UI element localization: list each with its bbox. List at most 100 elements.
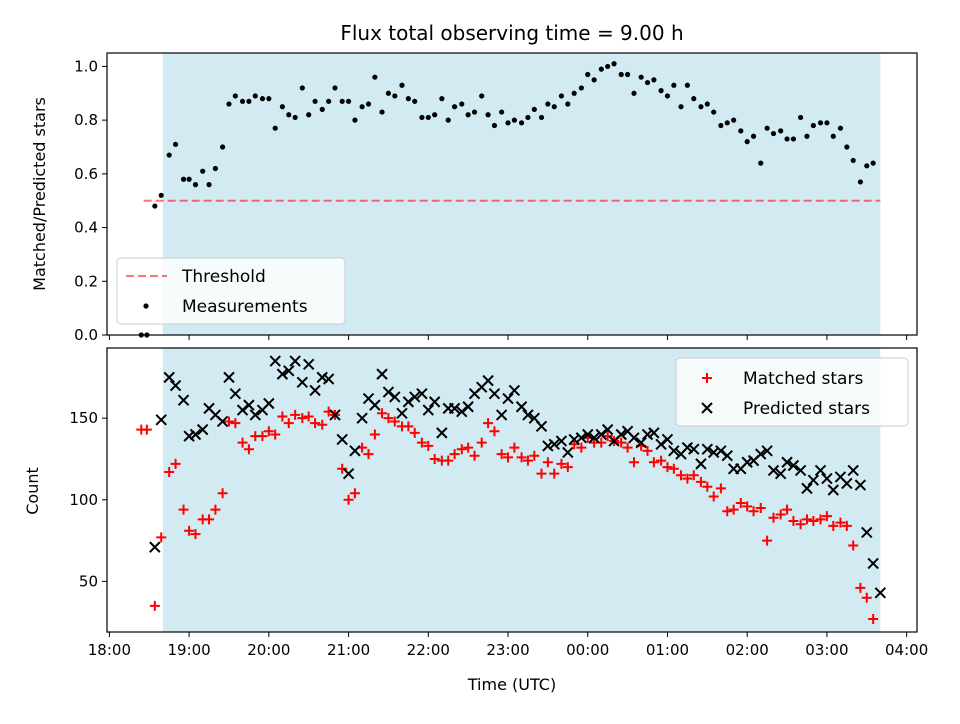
matched-star-point [416, 437, 427, 448]
measurement-point [332, 85, 338, 91]
matched-star-point [149, 600, 160, 611]
predicted-star-point [342, 467, 355, 480]
axes-frame [106, 347, 918, 633]
matched-star-point [310, 418, 321, 429]
y-tick-label: 0.6 [74, 165, 98, 183]
matched-star-point [656, 455, 667, 466]
measurement-point [158, 192, 164, 198]
predicted-star-point [329, 409, 341, 421]
matched-star-point [383, 413, 394, 424]
matched-star-point [821, 511, 832, 522]
predicted-star-point [774, 467, 787, 480]
predicted-star-point [515, 401, 528, 413]
matched-star-point [516, 452, 527, 463]
matched-star-point [762, 535, 773, 546]
measurement-point [485, 112, 491, 118]
measurement-point [200, 168, 206, 174]
measurement-point [658, 88, 664, 94]
matched-star-point [662, 462, 673, 473]
matched-star-point [257, 431, 268, 442]
matched-star-point [695, 476, 706, 487]
predicted-star-point [462, 401, 474, 413]
predicted-star-point [389, 391, 401, 403]
predicted-star-point [548, 438, 560, 451]
matched-star-point [801, 514, 812, 525]
matched-star-point [343, 494, 354, 505]
matched-star-point [755, 502, 766, 513]
matched-star-point [522, 455, 533, 466]
matched-star-point [569, 439, 580, 450]
matched-star-point [562, 462, 573, 473]
x-tick-label: 03:00 [805, 641, 848, 659]
x-tick-label: 23:00 [486, 641, 529, 659]
predicted-star-point [322, 373, 335, 385]
measurement-point [750, 133, 757, 139]
measurement-point [551, 104, 557, 110]
measurement-point [365, 101, 372, 107]
predicted-star-point [296, 376, 309, 388]
predicted-star-point [562, 446, 574, 459]
legend-threshold-label: Threshold [181, 267, 266, 287]
matched-star-point [469, 450, 480, 461]
matched-star-point [230, 418, 241, 429]
matched-star-point [369, 429, 380, 440]
measurement-point [352, 117, 358, 123]
measurement-point [758, 160, 764, 166]
measurement-point [638, 74, 644, 80]
measurement-point [172, 141, 179, 147]
measurement-point [778, 128, 784, 134]
ratio-y-axis-label: Matched/Predicted stars [30, 97, 49, 291]
predicted-star-point [169, 379, 182, 392]
matched-star-point [243, 444, 254, 455]
matched-star-point [616, 437, 627, 448]
predicted-star-point [575, 432, 588, 444]
y-tick-label: 100 [69, 491, 98, 509]
matched-star-point [503, 452, 514, 463]
measurement-point [844, 144, 850, 150]
measurement-point [598, 66, 604, 72]
measurement-point [399, 82, 405, 88]
legend-predicted-label: Predicted stars [743, 399, 870, 419]
matched-star-point [297, 413, 308, 424]
matched-star-point [223, 416, 234, 427]
measurement-point [279, 104, 285, 110]
measurement-point [425, 114, 431, 121]
predicted-star-point [189, 428, 202, 441]
measurement-point [345, 98, 352, 104]
predicted-star-point [349, 445, 361, 457]
predicted-star-point [369, 399, 381, 411]
predicted-star-point [302, 358, 315, 371]
predicted-star-point [588, 432, 600, 444]
measurement-point [166, 152, 172, 158]
measurement-point [432, 112, 438, 118]
predicted-star-point [715, 445, 727, 457]
x-tick-label: 02:00 [726, 641, 769, 659]
measurement-point [558, 93, 565, 99]
predicted-star-point [223, 371, 235, 384]
measurement-point [585, 71, 591, 78]
matched-star-point [237, 437, 248, 448]
measurement-point [738, 128, 744, 134]
measurement-point [784, 136, 790, 142]
measurement-point [259, 96, 266, 102]
measurement-point [306, 112, 312, 118]
predicted-star-point [336, 433, 348, 446]
measurement-point [731, 117, 737, 123]
predicted-star-point [488, 387, 501, 400]
matched-star-point [303, 411, 314, 422]
predicted-star-point [428, 396, 441, 408]
matched-star-point [443, 455, 454, 466]
measurement-point [671, 82, 677, 88]
predicted-star-point [502, 392, 514, 405]
measurement-point [525, 114, 531, 121]
measurement-point [817, 120, 824, 126]
measurement-point [292, 114, 298, 121]
predicted-star-point [721, 450, 733, 462]
matched-star-point [828, 520, 839, 531]
predicted-star-point [874, 587, 887, 599]
predicted-star-point [861, 526, 873, 539]
predicted-star-point [243, 399, 255, 411]
matched-star-point [483, 418, 494, 429]
x-tick-label: 01:00 [646, 641, 689, 659]
legend-box [116, 257, 346, 325]
